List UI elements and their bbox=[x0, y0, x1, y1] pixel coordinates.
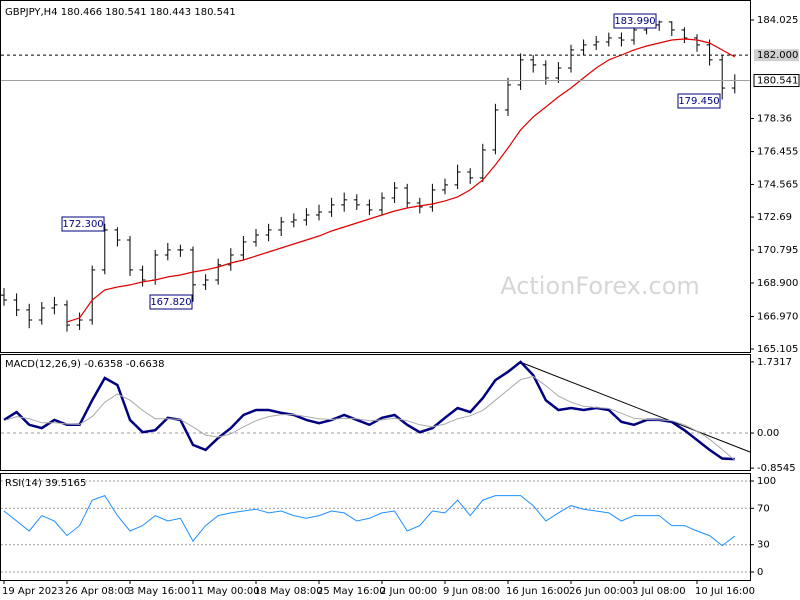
x-tick-label: 18 May 08:00 bbox=[254, 586, 323, 597]
price-level-label: 180.541 bbox=[757, 76, 798, 87]
y-tick-label: 170.795 bbox=[757, 245, 798, 256]
panel-title: RSI(14) 39.5165 bbox=[5, 478, 86, 489]
y-tick-label: 1.7317 bbox=[757, 357, 792, 368]
y-tick-label: 184.025 bbox=[757, 15, 798, 26]
x-tick-label: 9 Jun 08:00 bbox=[443, 586, 500, 597]
rsi-frame bbox=[0, 473, 751, 581]
x-tick-label: 25 May 16:00 bbox=[317, 586, 386, 597]
y-tick-label: 178.36 bbox=[757, 113, 792, 124]
macd-frame bbox=[0, 354, 751, 471]
annotation-box bbox=[149, 294, 193, 310]
series-line bbox=[3, 360, 735, 461]
annotation-box bbox=[677, 93, 721, 109]
watermark: ActionForex.com bbox=[500, 272, 700, 300]
trend-line bbox=[519, 361, 751, 453]
x-tick-label: 11 May 00:00 bbox=[191, 586, 260, 597]
y-tick-label: 172.69 bbox=[757, 212, 792, 223]
y-tick-label: 0.00 bbox=[757, 428, 779, 439]
annotation-box bbox=[613, 13, 657, 29]
x-tick-label: 19 Apr 2023 bbox=[2, 586, 64, 597]
price-level-box bbox=[753, 74, 800, 88]
price-frame bbox=[0, 0, 751, 353]
annotation: 172.300 bbox=[62, 219, 103, 230]
price-level-label: 182.000 bbox=[757, 50, 798, 61]
y-tick-label: 0 bbox=[757, 567, 763, 578]
annotation: 167.820 bbox=[150, 297, 191, 308]
x-tick-label: 2 Jun 00:00 bbox=[380, 586, 437, 597]
x-tick-label: 16 Jun 16:00 bbox=[506, 586, 570, 597]
annotation: 179.450 bbox=[678, 96, 719, 107]
y-tick-label: 165.105 bbox=[757, 344, 798, 355]
y-tick-label: 70 bbox=[757, 503, 770, 514]
moving-average bbox=[66, 38, 736, 323]
x-tick-label: 10 Jul 16:00 bbox=[695, 586, 755, 597]
price-level-box bbox=[754, 49, 799, 62]
y-tick-label: 174.565 bbox=[757, 179, 798, 190]
frames bbox=[0, 0, 751, 581]
x-tick-label: 26 Apr 08:00 bbox=[65, 586, 130, 597]
panel-title: GBPJPY,H4 180.466 180.541 180.443 180.54… bbox=[5, 7, 236, 18]
y-tick-label: 166.970 bbox=[757, 312, 798, 323]
y-tick-label: 30 bbox=[757, 540, 770, 551]
series-line bbox=[3, 375, 736, 461]
y-tick-label: 176.455 bbox=[757, 147, 798, 158]
y-tick-label: -0.8545 bbox=[757, 463, 796, 474]
x-tick-label: 3 Jul 08:00 bbox=[632, 586, 686, 597]
x-tick-label: 26 Jun 00:00 bbox=[569, 586, 633, 597]
panel-title: MACD(12,26,9) -0.6358 -0.6638 bbox=[5, 359, 165, 370]
y-tick-label: 168.900 bbox=[757, 278, 798, 289]
annotation-box bbox=[61, 216, 105, 232]
y-tick-label: 100 bbox=[757, 476, 776, 487]
annotation: 183.990 bbox=[614, 16, 655, 27]
x-tick-label: 3 May 16:00 bbox=[128, 586, 190, 597]
series-line bbox=[3, 494, 736, 547]
